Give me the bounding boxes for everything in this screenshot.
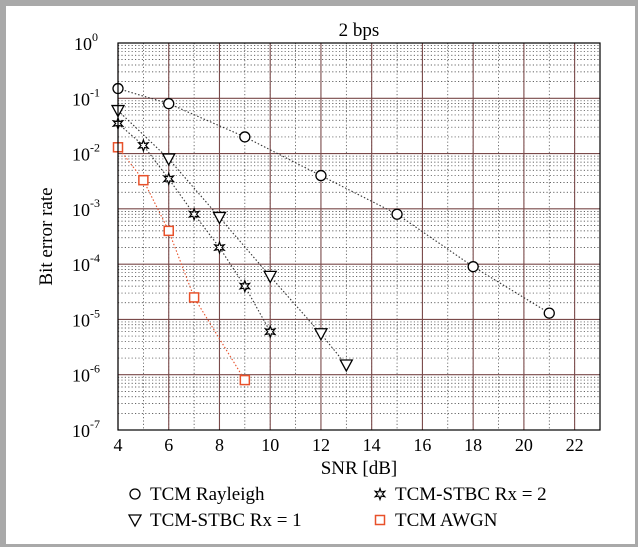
y-tick-label: 10-1 xyxy=(72,85,100,109)
data-point xyxy=(213,240,226,255)
data-point xyxy=(161,153,176,167)
legend-marker xyxy=(373,486,387,502)
x-tick-label: 14 xyxy=(363,435,381,455)
legend-label: TCM AWGN xyxy=(395,510,498,531)
data-point xyxy=(339,359,354,373)
legend-item: TCM-STBC Rx = 2 xyxy=(373,484,547,505)
x-tick-label: 16 xyxy=(413,435,431,455)
data-point xyxy=(239,374,251,386)
data-point xyxy=(188,292,200,303)
legend-item: TCM-STBC Rx = 1 xyxy=(127,510,302,531)
legend: TCM Rayleigh TCM-STBC Rx = 1 TCM-STBC Rx =… xyxy=(127,484,547,531)
legend-item: TCM AWGN xyxy=(374,510,498,531)
legend-label: TCM Rayleigh xyxy=(150,484,265,505)
data-point xyxy=(162,171,176,187)
y-tick-label: 10-3 xyxy=(72,196,100,220)
x-tick-label: 6 xyxy=(164,435,173,455)
data-point xyxy=(163,225,174,237)
y-tick-label: 10-7 xyxy=(72,417,100,441)
legend-marker xyxy=(129,488,141,500)
x-tick-label: 12 xyxy=(312,435,330,455)
x-tick-label: 18 xyxy=(464,435,482,455)
legend-marker xyxy=(127,514,143,528)
y-tick-label: 10-6 xyxy=(72,362,100,386)
data-point xyxy=(239,131,251,143)
data-point xyxy=(313,328,329,342)
series-markers xyxy=(110,82,555,386)
data-point xyxy=(163,97,175,110)
data-point xyxy=(467,261,479,273)
data-point xyxy=(543,307,555,319)
x-tick-label: 8 xyxy=(215,435,224,455)
x-tick-label: 22 xyxy=(566,435,584,455)
plot-grid xyxy=(117,42,600,431)
data-point xyxy=(138,174,149,186)
series-line xyxy=(117,110,347,366)
data-point xyxy=(137,138,150,153)
x-tick-label: 4 xyxy=(114,435,123,455)
data-point xyxy=(315,169,327,182)
legend-marker xyxy=(374,514,386,526)
data-point xyxy=(263,324,277,340)
y-tick-label: 10-5 xyxy=(72,306,100,330)
y-tick-label: 10-2 xyxy=(72,141,100,165)
y-tick-label: 10-4 xyxy=(72,251,100,275)
x-tick-labels: 4 6 8 10 12 14 16 18 20 22 xyxy=(114,435,584,455)
data-point xyxy=(263,270,278,284)
data-point xyxy=(212,211,227,225)
x-tick-label: 10 xyxy=(261,435,279,455)
legend-label: TCM-STBC Rx = 1 xyxy=(150,510,302,531)
x-axis-label: SNR [dB] xyxy=(321,458,398,479)
y-tick-label: 100 xyxy=(74,30,98,54)
legend-item: TCM Rayleigh xyxy=(129,484,265,505)
legend-label: TCM-STBC Rx = 2 xyxy=(395,484,547,505)
series-line xyxy=(117,88,550,314)
plot-border xyxy=(117,42,601,431)
chart-title: 2 bps xyxy=(339,20,380,41)
data-point xyxy=(238,278,252,294)
y-axis-label: Bit error rate xyxy=(36,187,57,285)
data-point xyxy=(391,208,403,220)
y-tick-labels: 100 10-1 10-2 10-3 10-4 10-5 10-6 10-7 xyxy=(72,30,100,441)
data-point xyxy=(187,206,201,222)
x-tick-label: 20 xyxy=(515,435,533,455)
